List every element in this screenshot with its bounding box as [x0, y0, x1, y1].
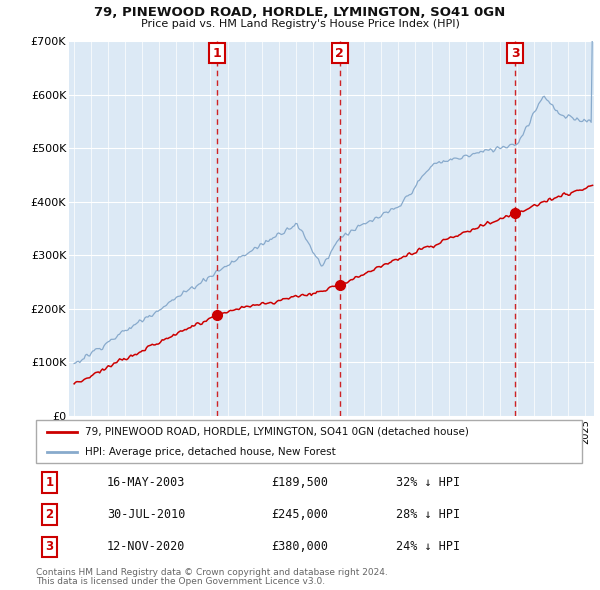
Text: 2: 2	[335, 47, 344, 60]
FancyBboxPatch shape	[36, 420, 582, 463]
Text: 3: 3	[511, 47, 520, 60]
Text: 3: 3	[46, 540, 54, 553]
Text: £380,000: £380,000	[271, 540, 328, 553]
Text: 79, PINEWOOD ROAD, HORDLE, LYMINGTON, SO41 0GN (detached house): 79, PINEWOOD ROAD, HORDLE, LYMINGTON, SO…	[85, 427, 469, 437]
Text: 16-MAY-2003: 16-MAY-2003	[107, 476, 185, 489]
Text: £245,000: £245,000	[271, 508, 328, 522]
Text: 28% ↓ HPI: 28% ↓ HPI	[397, 508, 460, 522]
Text: HPI: Average price, detached house, New Forest: HPI: Average price, detached house, New …	[85, 447, 336, 457]
Text: 30-JUL-2010: 30-JUL-2010	[107, 508, 185, 522]
Text: Price paid vs. HM Land Registry's House Price Index (HPI): Price paid vs. HM Land Registry's House …	[140, 19, 460, 29]
Text: 1: 1	[46, 476, 54, 489]
Text: 32% ↓ HPI: 32% ↓ HPI	[397, 476, 460, 489]
Text: £189,500: £189,500	[271, 476, 328, 489]
Text: 79, PINEWOOD ROAD, HORDLE, LYMINGTON, SO41 0GN: 79, PINEWOOD ROAD, HORDLE, LYMINGTON, SO…	[94, 6, 506, 19]
Text: 12-NOV-2020: 12-NOV-2020	[107, 540, 185, 553]
Text: 2: 2	[46, 508, 54, 522]
Text: 1: 1	[212, 47, 221, 60]
Text: 24% ↓ HPI: 24% ↓ HPI	[397, 540, 460, 553]
Text: This data is licensed under the Open Government Licence v3.0.: This data is licensed under the Open Gov…	[36, 577, 325, 586]
Text: Contains HM Land Registry data © Crown copyright and database right 2024.: Contains HM Land Registry data © Crown c…	[36, 568, 388, 576]
